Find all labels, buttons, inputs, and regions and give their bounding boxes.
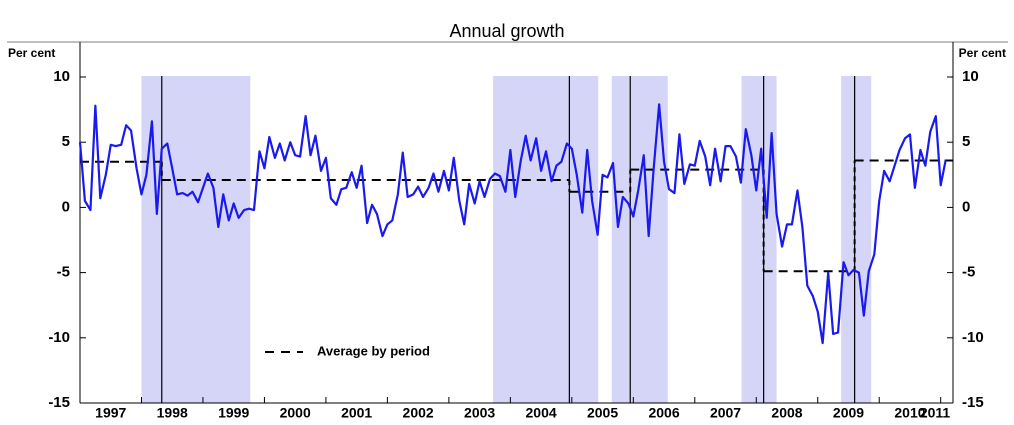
y-tick-label-right: -10	[962, 329, 984, 346]
x-tick-label: 2004	[526, 405, 557, 421]
y-tick-label: 10	[53, 68, 70, 85]
x-tick-label: 2003	[464, 405, 495, 421]
y-tick-label-right: 10	[962, 68, 979, 85]
x-tick-label: 2005	[587, 405, 618, 421]
shaded-period	[141, 76, 251, 403]
x-tick-label: 2011	[920, 405, 951, 421]
y-tick-label-right: 5	[962, 133, 970, 150]
shaded-period	[493, 76, 599, 403]
y-tick-label: -15	[48, 394, 70, 411]
y-tick-label-right: -5	[962, 264, 975, 281]
chart-subtitle: Annual growth	[449, 21, 564, 41]
x-tick-label: 2007	[710, 405, 741, 421]
x-tick-label: 2001	[341, 405, 372, 421]
y-unit-left: Per cent	[8, 46, 55, 60]
x-tick-label: 1999	[218, 405, 249, 421]
y-tick-label-right: -15	[962, 394, 984, 411]
y-unit-right: Per cent	[959, 46, 1006, 60]
x-tick-label: 2000	[280, 405, 311, 421]
legend-label: Average by period	[317, 343, 430, 358]
y-tick-label: 0	[62, 198, 70, 215]
x-tick-label: 2008	[771, 405, 802, 421]
shaded-period	[841, 76, 872, 403]
x-tick-label: 2006	[648, 405, 679, 421]
x-tick-label: 2010	[894, 405, 925, 421]
shaded-period	[741, 76, 777, 403]
x-tick-label: 1997	[95, 405, 126, 421]
x-tick-label: 2009	[833, 405, 864, 421]
y-tick-label: 5	[62, 133, 70, 150]
x-tick-label: 1998	[157, 405, 188, 421]
shaded-period	[611, 76, 668, 403]
series-line	[78, 103, 947, 345]
y-tick-label: -5	[57, 264, 70, 281]
y-tick-label: -10	[48, 329, 70, 346]
x-tick-label: 2002	[403, 405, 434, 421]
y-tick-label-right: 0	[962, 198, 970, 215]
